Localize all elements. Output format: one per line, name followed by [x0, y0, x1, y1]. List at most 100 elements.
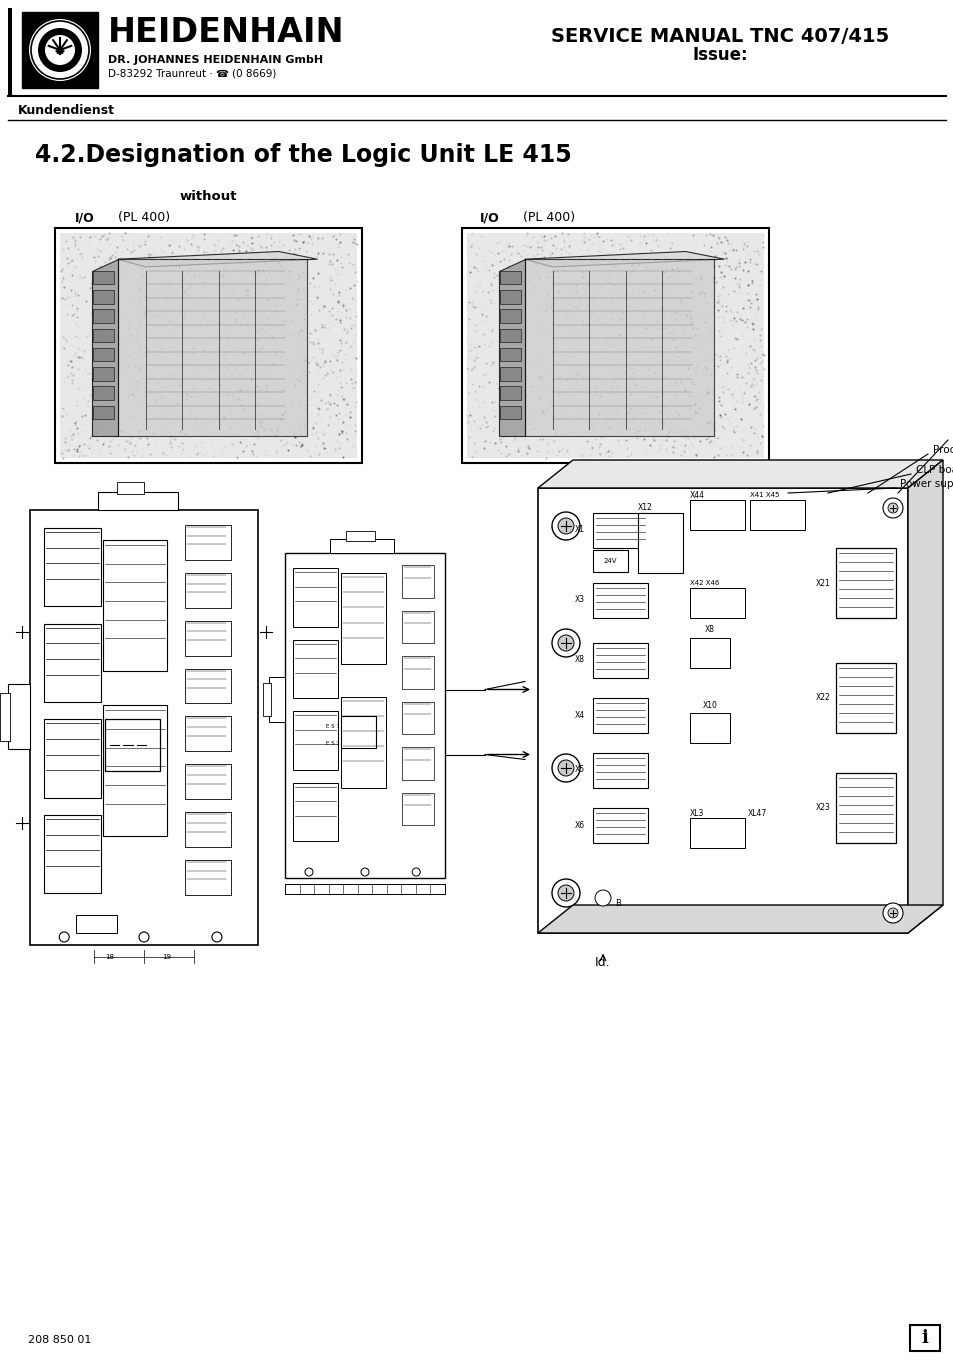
- Bar: [185, 717, 231, 751]
- Bar: [92, 386, 114, 400]
- Text: XL47: XL47: [747, 808, 766, 818]
- Text: X6: X6: [575, 820, 584, 830]
- Text: X8: X8: [704, 625, 714, 635]
- Bar: [92, 367, 114, 381]
- Bar: [92, 310, 114, 322]
- Circle shape: [595, 890, 610, 906]
- Polygon shape: [117, 259, 307, 437]
- Bar: [593, 583, 647, 618]
- Text: E S 2: E S 2: [326, 741, 339, 745]
- Polygon shape: [537, 460, 942, 489]
- Bar: [330, 539, 394, 553]
- Bar: [92, 405, 114, 419]
- Bar: [593, 513, 647, 547]
- Bar: [293, 639, 337, 698]
- Circle shape: [552, 753, 579, 782]
- Circle shape: [305, 868, 313, 876]
- Text: SERVICE MANUAL TNC 407/415: SERVICE MANUAL TNC 407/415: [550, 26, 888, 45]
- Text: X22: X22: [816, 693, 830, 703]
- Polygon shape: [498, 259, 524, 437]
- Bar: [340, 573, 385, 663]
- Bar: [401, 793, 434, 824]
- Text: X21: X21: [816, 579, 830, 587]
- Bar: [185, 669, 231, 703]
- Bar: [499, 289, 520, 303]
- Text: X23: X23: [815, 804, 830, 812]
- Bar: [909, 1325, 939, 1351]
- Circle shape: [212, 932, 222, 942]
- Bar: [401, 702, 434, 734]
- Circle shape: [558, 517, 574, 534]
- Bar: [263, 682, 271, 715]
- Bar: [92, 289, 114, 303]
- Bar: [499, 310, 520, 322]
- Bar: [401, 565, 434, 598]
- Bar: [269, 677, 285, 722]
- Bar: [103, 706, 167, 835]
- Text: X1: X1: [575, 526, 584, 535]
- Bar: [293, 782, 337, 841]
- Polygon shape: [907, 460, 942, 934]
- Bar: [92, 348, 114, 362]
- Bar: [593, 753, 647, 788]
- Text: 18: 18: [105, 954, 114, 960]
- Circle shape: [552, 879, 579, 906]
- Text: without: without: [179, 191, 236, 203]
- Circle shape: [558, 760, 574, 775]
- Polygon shape: [524, 251, 723, 268]
- Text: B: B: [615, 898, 620, 908]
- Bar: [401, 610, 434, 643]
- Bar: [499, 329, 520, 343]
- Bar: [467, 233, 763, 459]
- Bar: [44, 719, 101, 797]
- Bar: [185, 526, 231, 560]
- Bar: [103, 541, 167, 670]
- Ellipse shape: [38, 29, 82, 72]
- Polygon shape: [117, 251, 317, 268]
- Bar: [185, 764, 231, 799]
- Bar: [689, 637, 729, 667]
- Text: processor: processor: [952, 431, 953, 441]
- Bar: [499, 405, 520, 419]
- Bar: [185, 573, 231, 607]
- Text: X42 X46: X42 X46: [689, 580, 719, 586]
- Bar: [593, 698, 647, 733]
- Bar: [105, 719, 160, 771]
- Bar: [60, 233, 356, 459]
- Bar: [293, 711, 337, 770]
- Bar: [98, 491, 178, 511]
- Polygon shape: [524, 259, 713, 437]
- Text: X12: X12: [638, 504, 652, 512]
- Bar: [185, 860, 231, 894]
- Bar: [293, 568, 337, 627]
- Text: I/O: I/O: [479, 212, 499, 224]
- Text: D-83292 Traunreut · ☎ (0 8669): D-83292 Traunreut · ☎ (0 8669): [108, 70, 276, 79]
- Text: X4: X4: [575, 711, 584, 719]
- Bar: [340, 715, 375, 748]
- Bar: [44, 624, 101, 702]
- Bar: [835, 773, 895, 844]
- Text: CLP board: CLP board: [915, 465, 953, 475]
- Circle shape: [882, 904, 902, 923]
- Text: X41 X45: X41 X45: [749, 491, 779, 498]
- Circle shape: [59, 932, 70, 942]
- Circle shape: [887, 908, 897, 919]
- Text: 24V: 24V: [602, 558, 616, 564]
- Text: Id.: Id.: [595, 957, 610, 969]
- Circle shape: [360, 868, 369, 876]
- Bar: [835, 547, 895, 618]
- Bar: [499, 270, 520, 284]
- Text: i: i: [921, 1330, 927, 1347]
- Text: 4.2.Designation of the Logic Unit LE 415: 4.2.Designation of the Logic Unit LE 415: [35, 143, 571, 167]
- Bar: [835, 663, 895, 733]
- Bar: [537, 489, 907, 934]
- Circle shape: [552, 512, 579, 541]
- Bar: [499, 367, 520, 381]
- Text: X44: X44: [689, 490, 704, 500]
- Bar: [340, 696, 385, 788]
- Circle shape: [887, 502, 897, 513]
- Circle shape: [558, 635, 574, 651]
- Circle shape: [552, 629, 579, 657]
- Text: (PL 400): (PL 400): [118, 212, 170, 224]
- Polygon shape: [537, 905, 942, 934]
